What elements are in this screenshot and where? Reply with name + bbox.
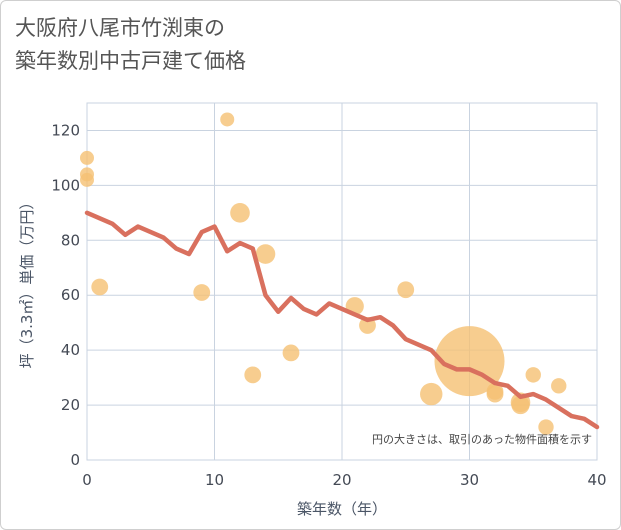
- chart-title-line-2: 築年数別中古戸建て価格: [15, 49, 246, 73]
- scatter-point: [420, 382, 443, 406]
- x-tick-label: 0: [82, 471, 92, 489]
- scatter-point: [193, 284, 211, 301]
- scatter-point: [551, 378, 567, 394]
- scatter-point: [80, 172, 94, 187]
- trend-line: [84, 210, 600, 430]
- x-tick-label: 30: [460, 471, 479, 489]
- tick-labels: 0 20 40 60 80 100 120 0 10 20 30 40: [51, 121, 606, 489]
- scatter-point: [255, 244, 276, 264]
- x-tick-label: 40: [587, 471, 606, 489]
- chart-title-line-1: 大阪府八尾市竹渕東の: [15, 16, 225, 40]
- y-tick-label: 100: [51, 176, 80, 194]
- y-tick-label: 120: [51, 121, 80, 139]
- y-tick-label: 80: [61, 231, 80, 249]
- scatter-point: [230, 203, 250, 223]
- size-note: 円の大きさは、取引のあった物件面積を示す: [372, 432, 592, 446]
- scatter-point: [397, 281, 415, 299]
- scatter-point: [244, 366, 262, 384]
- x-tick-label: 20: [332, 471, 351, 489]
- scatter-point: [80, 150, 94, 165]
- scatter-point: [91, 278, 109, 296]
- y-tick-label: 0: [70, 451, 80, 469]
- x-tick-label: 10: [205, 471, 224, 489]
- plot-border: [86, 102, 598, 461]
- scatter-point: [538, 419, 554, 435]
- scatter-point: [486, 385, 504, 403]
- scatter-series: [80, 112, 567, 435]
- scatter-point: [282, 344, 300, 362]
- y-tick-label: 20: [61, 396, 80, 414]
- y-axis-label: 坪（3.3㎡）単価（万円）: [18, 195, 36, 369]
- scatter-point: [511, 395, 530, 415]
- y-tick-label: 60: [61, 286, 80, 304]
- chart-title: 大阪府八尾市竹渕東の 築年数別中古戸建て価格: [15, 12, 246, 78]
- scatter-point: [220, 112, 235, 127]
- line-series: [84, 210, 600, 430]
- y-tick-label: 40: [61, 341, 80, 359]
- scatter-point: [525, 367, 541, 383]
- x-axis-label: 築年数（年）: [297, 500, 387, 518]
